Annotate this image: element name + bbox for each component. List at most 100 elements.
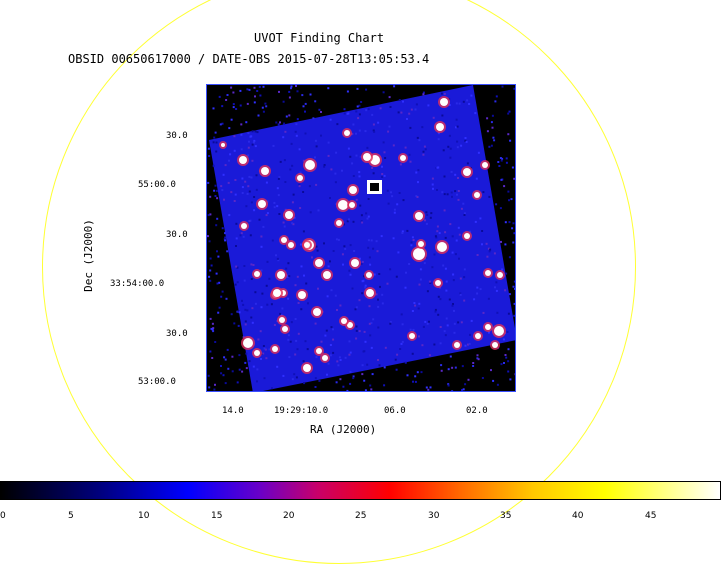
noise-pixel [352, 175, 355, 177]
noise-pixel [214, 131, 217, 134]
noise-pixel [351, 132, 354, 135]
noise-pixel [214, 184, 217, 187]
noise-pixel [475, 177, 478, 180]
noise-pixel [401, 323, 404, 326]
noise-pixel [314, 100, 317, 103]
noise-pixel [406, 118, 408, 120]
noise-pixel [364, 130, 367, 133]
noise-pixel [466, 162, 469, 165]
noise-pixel [369, 334, 372, 337]
noise-pixel [212, 327, 215, 330]
noise-pixel [507, 190, 510, 193]
noise-pixel [496, 311, 499, 314]
noise-pixel [352, 220, 355, 223]
noise-pixel [247, 154, 250, 157]
noise-pixel [273, 324, 276, 326]
noise-pixel [508, 256, 511, 259]
noise-pixel [233, 135, 236, 138]
star [418, 241, 424, 247]
noise-pixel [221, 227, 224, 230]
star [351, 259, 359, 267]
noise-pixel [285, 267, 288, 270]
noise-pixel [432, 187, 434, 190]
noise-pixel [323, 165, 326, 168]
noise-pixel [453, 331, 456, 334]
noise-pixel [429, 386, 432, 389]
noise-pixel [215, 150, 218, 153]
noise-pixel [493, 139, 496, 142]
noise-pixel [373, 130, 376, 133]
noise-pixel [378, 364, 381, 367]
noise-pixel [476, 357, 479, 360]
chart-subtitle: OBSID 00650617000 / DATE-OBS 2015-07-28T… [68, 52, 430, 66]
noise-pixel [487, 297, 490, 300]
noise-pixel [320, 111, 322, 113]
noise-pixel [284, 208, 287, 211]
noise-pixel [367, 246, 370, 249]
star [415, 212, 423, 220]
noise-pixel [215, 141, 218, 144]
noise-pixel [332, 338, 335, 341]
star [344, 130, 350, 136]
x-tick-1: 14.0 [222, 406, 244, 416]
noise-pixel [257, 114, 260, 117]
noise-pixel [463, 214, 466, 216]
noise-pixel [254, 302, 257, 305]
noise-pixel [296, 118, 299, 121]
x-tick-2: 19:29:10.0 [274, 406, 329, 416]
noise-pixel [283, 225, 286, 228]
noise-pixel [207, 214, 210, 217]
noise-pixel [509, 378, 512, 381]
noise-pixel [216, 250, 218, 253]
noise-pixel [431, 183, 434, 186]
noise-pixel [507, 360, 510, 363]
noise-pixel [415, 171, 418, 174]
noise-pixel [386, 282, 389, 285]
noise-pixel [424, 320, 427, 323]
sky-image-panel[interactable] [206, 84, 516, 392]
noise-pixel [334, 181, 337, 184]
noise-pixel [279, 312, 282, 315]
noise-pixel [210, 264, 213, 267]
noise-pixel [224, 236, 227, 239]
noise-pixel [393, 85, 396, 88]
noise-pixel [300, 243, 302, 246]
noise-pixel [287, 338, 290, 341]
noise-pixel [365, 109, 368, 112]
noise-pixel [424, 148, 427, 151]
noise-pixel [215, 224, 218, 227]
noise-pixel [209, 257, 212, 260]
noise-pixel [371, 167, 374, 169]
noise-pixel [476, 354, 479, 357]
noise-pixel [290, 142, 293, 145]
noise-pixel [376, 250, 379, 253]
noise-pixel [355, 198, 358, 201]
noise-pixel [476, 286, 479, 289]
noise-pixel [212, 107, 215, 110]
noise-pixel [293, 216, 296, 219]
noise-pixel [282, 136, 285, 139]
star [341, 318, 347, 324]
noise-pixel [336, 309, 338, 311]
noise-pixel [349, 244, 352, 247]
noise-pixel [282, 221, 285, 224]
noise-pixel [226, 348, 229, 351]
noise-pixel [367, 239, 370, 242]
noise-pixel [428, 320, 430, 323]
noise-pixel [455, 118, 458, 121]
noise-pixel [402, 100, 404, 103]
noise-pixel [381, 302, 384, 305]
noise-pixel [451, 251, 454, 254]
noise-pixel [501, 268, 504, 271]
y-tick-5: 30.0 [166, 329, 188, 339]
noise-pixel [457, 321, 460, 324]
noise-pixel [348, 269, 351, 272]
noise-pixel [437, 313, 440, 316]
noise-pixel [370, 239, 373, 242]
star [273, 289, 281, 297]
noise-pixel [457, 177, 459, 179]
noise-pixel [235, 108, 238, 110]
noise-pixel [323, 242, 325, 245]
noise-pixel [491, 114, 494, 117]
noise-pixel [363, 379, 366, 382]
